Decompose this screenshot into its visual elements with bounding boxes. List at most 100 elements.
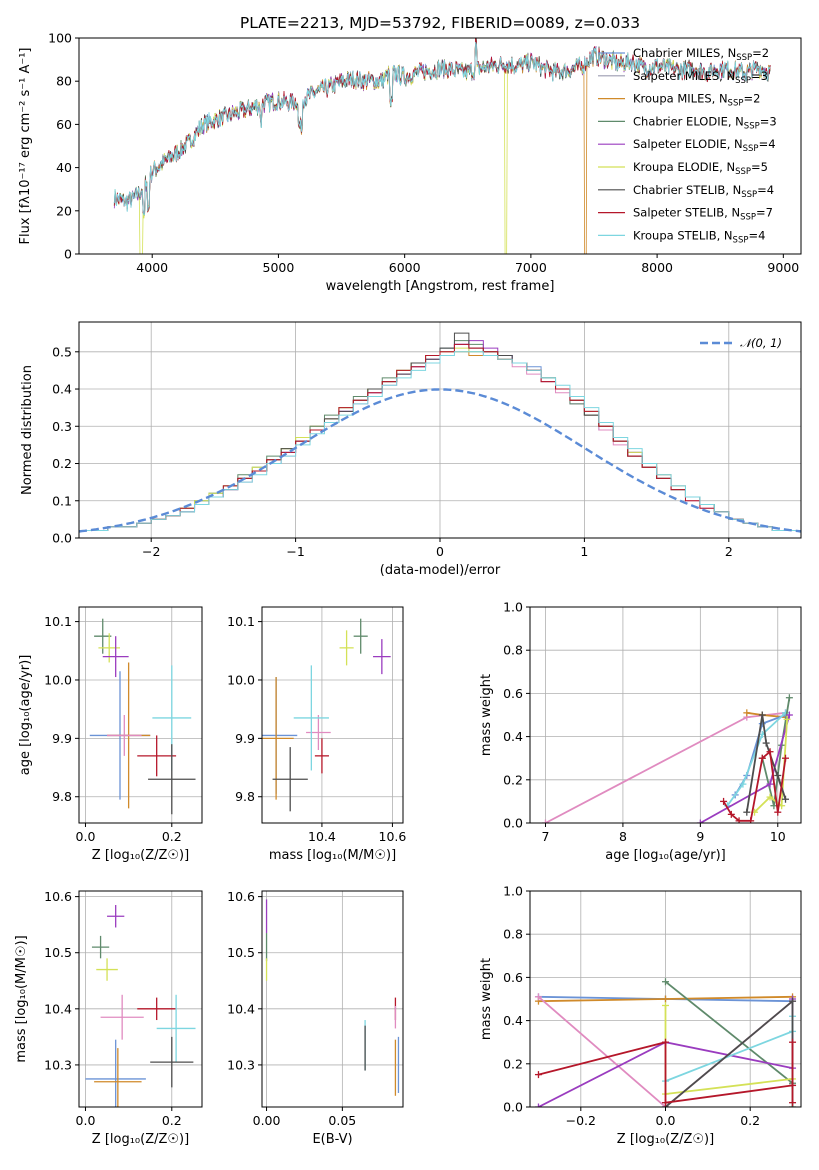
x-axis-label: mass [log₁₀(M/M☉)] xyxy=(269,848,396,863)
x-tick-label: 10.4 xyxy=(308,829,336,844)
y-tick-label: 0.2 xyxy=(52,456,72,471)
weight-marker xyxy=(782,795,790,803)
weight-series-line xyxy=(538,1041,794,1104)
y-tick-label: 10.3 xyxy=(227,1057,255,1072)
legend-entry: Salpeter STELIB, NSSP=7 xyxy=(633,206,773,223)
y-tick-label: 0.3 xyxy=(52,419,72,434)
plot-area xyxy=(113,38,771,254)
y-tick-label: 10.4 xyxy=(227,1001,255,1016)
y-tick-label: 10.6 xyxy=(44,889,72,904)
weight-series-line xyxy=(664,999,794,1107)
plot-area xyxy=(262,618,391,812)
x-tick-label: 0.2 xyxy=(162,829,182,844)
data-point xyxy=(91,935,110,959)
panel-weight-vs-Z: −0.2 0.0 0.2 0.0 0.2 0.4 0.6 0.8 1.0 Z [log₁₀(Z/Z… xyxy=(479,884,802,1147)
data-point xyxy=(293,665,329,771)
data-point xyxy=(100,994,144,1040)
y-tick-label: 80 xyxy=(56,74,72,89)
x-axis-label: E(B-V) xyxy=(312,1132,352,1147)
y-tick-label: 0.4 xyxy=(503,1013,523,1028)
y-tick-label: 0.8 xyxy=(503,927,523,942)
y-tick-label: 100 xyxy=(48,31,72,46)
spectrum-series-line xyxy=(113,41,771,216)
x-axis-label: age [log₁₀(age/yr)] xyxy=(605,848,726,863)
plot-area xyxy=(541,694,793,823)
x-axis-label: Z [log₁₀(Z/Z☉)] xyxy=(92,1132,189,1147)
y-tick-label: 9.8 xyxy=(52,789,72,804)
y-tick-label: 0.6 xyxy=(503,970,523,985)
data-point xyxy=(353,618,368,654)
plot-area xyxy=(534,978,797,1107)
data-point xyxy=(262,677,294,800)
data-point xyxy=(272,747,308,812)
weight-marker xyxy=(789,1081,797,1089)
x-tick-label: 9000 xyxy=(767,260,799,275)
x-tick-label: 7000 xyxy=(515,260,547,275)
weight-marker xyxy=(739,780,747,788)
y-tick-label: 40 xyxy=(56,160,72,175)
y-tick-label: 10.0 xyxy=(44,672,72,687)
y-axis-label: age [log₁₀(age/yr)] xyxy=(18,655,33,776)
legend-entry: Kroupa MILES, NSSP=2 xyxy=(633,92,760,109)
y-tick-label: 0.0 xyxy=(503,1100,523,1115)
weight-series-line xyxy=(664,1005,793,1096)
weight-marker xyxy=(783,715,791,723)
legend-entry: Kroupa ELODIE, NSSP=5 xyxy=(633,160,768,177)
y-axis-label: Flux [fλ10⁻¹⁷ erg cm⁻² s⁻¹ A⁻¹] xyxy=(18,48,33,245)
weight-marker xyxy=(541,819,549,823)
x-axis-label: Z [log₁₀(Z/Z☉)] xyxy=(92,848,189,863)
x-tick-label: 0.2 xyxy=(162,1113,182,1128)
spectrum-title: PLATE=2213, MJD=53792, FIBERID=0089, z=0… xyxy=(240,14,640,32)
x-tick-label: 6000 xyxy=(389,260,421,275)
axes-frame xyxy=(529,606,802,824)
weight-marker xyxy=(766,780,774,788)
weight-marker xyxy=(789,1038,797,1046)
x-tick-label: −1 xyxy=(286,544,304,559)
y-tick-label: 10.0 xyxy=(227,672,255,687)
x-tick-label: 10.6 xyxy=(379,829,407,844)
x-tick-label: 5000 xyxy=(263,260,295,275)
weight-marker xyxy=(785,694,793,702)
weight-marker xyxy=(662,995,669,1003)
weight-series-line xyxy=(734,714,786,796)
y-tick-label: 0.2 xyxy=(503,772,523,787)
x-tick-label: 8 xyxy=(619,829,627,844)
weight-marker xyxy=(534,993,542,1001)
panel-mass-vs-Z: 0.0 0.2 10.3 10.4 10.5 10.6 Z [log₁₀(Z/Z☉)] mas… xyxy=(14,889,203,1147)
y-tick-label: 0.1 xyxy=(52,493,72,508)
y-tick-label: 10.3 xyxy=(44,1057,72,1072)
x-tick-label: 0.0 xyxy=(76,829,96,844)
y-tick-label: 10.5 xyxy=(44,945,72,960)
axes-frame xyxy=(261,890,404,1108)
y-tick-label: 0 xyxy=(64,247,72,262)
panel-weight-vs-age: 7 8 9 10 0.0 0.2 0.4 0.6 0.8 1.0 age [log₁₀(age/yr… xyxy=(479,600,802,863)
data-point xyxy=(107,905,125,928)
weight-marker xyxy=(743,808,751,816)
data-point xyxy=(314,738,329,774)
y-axis-label: mass weight xyxy=(479,674,494,756)
y-tick-label: 10.4 xyxy=(44,1001,72,1016)
x-tick-label: 0.00 xyxy=(253,1113,281,1128)
x-tick-label: 0.2 xyxy=(740,1113,760,1128)
panel-age-vs-Z: 0.0 0.2 9.8 9.9 10.0 10.1 Z [log₁₀(Z/Z☉)] age [… xyxy=(18,606,203,863)
data-point xyxy=(137,997,177,1021)
x-tick-label: 10 xyxy=(770,829,786,844)
data-point xyxy=(339,630,354,666)
plot-area xyxy=(89,618,196,815)
y-tick-label: 0.0 xyxy=(503,816,523,831)
y-tick-label: 9.9 xyxy=(52,731,72,746)
y-axis-label: Normed distribution xyxy=(20,365,35,495)
weight-marker xyxy=(766,748,774,756)
data-point xyxy=(85,1039,146,1107)
y-tick-label: 9.8 xyxy=(235,789,255,804)
plot-area xyxy=(79,332,801,538)
panel-age-vs-mass: 10.4 10.6 9.8 9.9 10.0 10.1 mass [log₁₀(M/M☉)] xyxy=(227,606,407,863)
legend-entry: Chabrier STELIB, NSSP=4 xyxy=(633,183,774,200)
y-tick-label: 1.0 xyxy=(503,884,523,899)
data-point xyxy=(96,958,118,981)
weight-series-line xyxy=(726,712,787,807)
weight-marker xyxy=(782,754,790,762)
x-tick-label: 2 xyxy=(725,544,733,559)
y-tick-label: 20 xyxy=(56,203,72,218)
